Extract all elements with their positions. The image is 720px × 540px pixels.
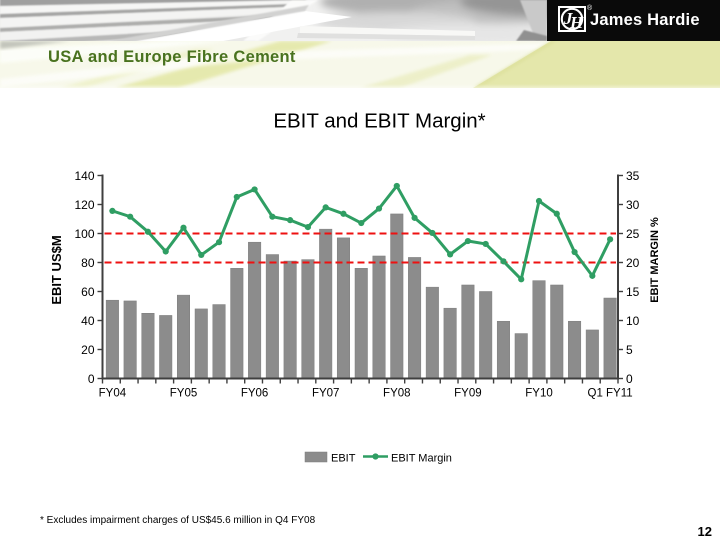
svg-text:FY10: FY10 xyxy=(525,388,553,400)
svg-text:EBIT MARGIN %: EBIT MARGIN % xyxy=(649,217,661,303)
svg-text:James Hardie: James Hardie xyxy=(590,11,700,29)
svg-text:Q1 FY11: Q1 FY11 xyxy=(588,388,633,400)
svg-text:80: 80 xyxy=(81,256,95,270)
svg-text:100: 100 xyxy=(74,227,94,241)
svg-text:0: 0 xyxy=(88,372,95,386)
svg-text:25: 25 xyxy=(626,227,640,241)
svg-text:®: ® xyxy=(587,4,593,12)
svg-text:120: 120 xyxy=(74,198,94,212)
svg-text:FY09: FY09 xyxy=(454,388,482,400)
svg-text:J: J xyxy=(563,9,573,28)
svg-text:FY07: FY07 xyxy=(312,388,340,400)
svg-text:FY06: FY06 xyxy=(241,388,269,400)
svg-text:20: 20 xyxy=(81,343,95,357)
svg-text:FY08: FY08 xyxy=(383,388,411,400)
svg-text:H: H xyxy=(569,13,584,32)
svg-text:EBIT and EBIT Margin*: EBIT and EBIT Margin* xyxy=(273,110,485,133)
svg-text:FY05: FY05 xyxy=(170,388,198,400)
svg-text:15: 15 xyxy=(626,285,640,299)
svg-text:0: 0 xyxy=(626,372,633,386)
svg-text:FY04: FY04 xyxy=(99,388,127,400)
svg-text:30: 30 xyxy=(626,198,640,212)
svg-text:EBIT Margin: EBIT Margin xyxy=(391,453,452,465)
svg-text:5: 5 xyxy=(626,343,633,357)
svg-text:EBIT US$M: EBIT US$M xyxy=(49,235,64,304)
svg-text:60: 60 xyxy=(81,285,95,299)
svg-text:EBIT: EBIT xyxy=(331,453,356,465)
svg-text:35: 35 xyxy=(626,169,640,183)
svg-text:40: 40 xyxy=(81,314,95,328)
svg-text:140: 140 xyxy=(74,169,94,183)
svg-text:10: 10 xyxy=(626,314,640,328)
svg-text:20: 20 xyxy=(626,256,640,270)
